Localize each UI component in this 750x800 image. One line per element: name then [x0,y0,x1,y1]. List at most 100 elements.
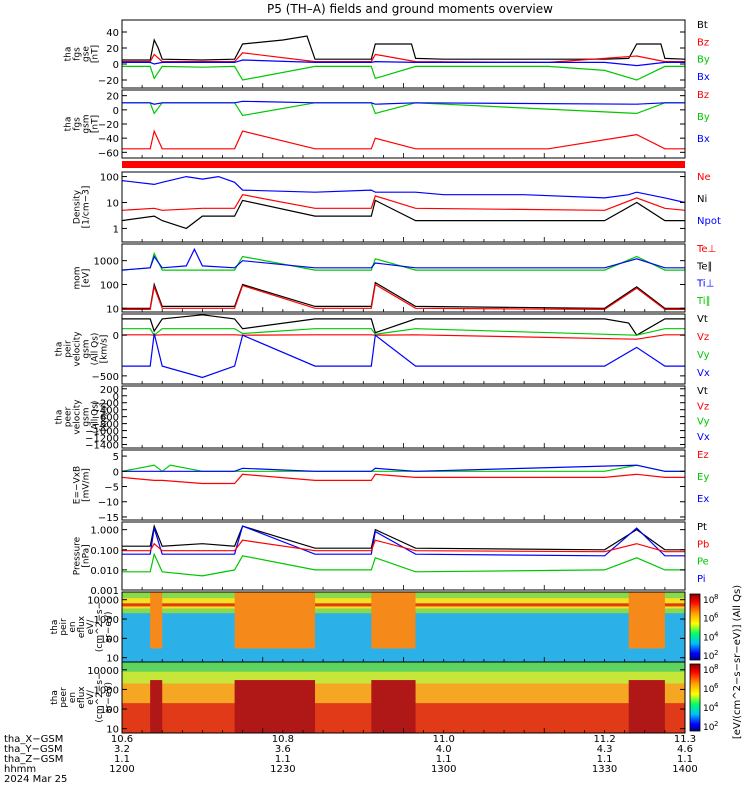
y-axis-label-line: fgs [73,47,83,61]
ion-flux-event-2 [371,592,416,649]
y-tick-label: 100 [100,634,119,645]
legend-Ti⊥: Ti⊥ [696,279,714,290]
x-tick-label: 11.0 [433,734,455,745]
y-tick-label: −400 [92,406,119,417]
colorbar-tick-exponent: 8 [714,663,718,671]
y-axis-label-line: [km/s] [100,403,110,432]
y-tick-label: −1400 [85,441,119,452]
legend-Bz: Bz [697,90,709,101]
y-tick-label: −5 [104,483,119,494]
colorbar-tick-label: 10 [703,633,715,643]
y-axis-label-line: tha [64,117,74,132]
colorbar-tick-label: 10 [703,704,715,714]
y-tick-label: 0 [113,106,119,117]
legend-Vt: Vt [697,386,708,397]
y-tick-label: 1000 [94,685,119,696]
y-axis-label-line: [1/cm−3] [82,186,92,229]
y-axis-label: tha peer velocity gsm (All Qs) [km/s] [55,399,110,435]
legend-Vy: Vy [697,350,710,361]
y-tick-label: 40 [106,28,119,39]
legend-Vx: Vx [697,368,710,379]
y-tick-label: −20 [98,76,119,87]
y-axis-label-line: eV/ [86,619,96,635]
series-By [122,102,685,117]
panel-density: 100 10 1 Density [1/cm−3] Ne Ni Npot [73,171,721,243]
y-tick-label: 0 [113,392,119,403]
y-tick-label: 20 [106,92,119,103]
panel-peir_velocity: 0 −500 tha peir velocity gsm (All Qs) [km/s] Vt V… [55,313,710,385]
colorbar-tick-label: 10 [703,596,715,606]
y-axis-label-line: eflux [77,615,87,638]
colorbar-tick-label: 10 [703,685,715,695]
y-axis-label-line: velocity [73,399,83,435]
y-tick-label: −10 [98,498,119,509]
panel-mom: 1000 100 10 mom [eV] Te⊥ Te∥ Ti⊥ Ti∥ [73,243,716,315]
x-tick-label: 1230 [270,764,295,775]
y-axis-label-line: sr−eV) [104,682,114,713]
y-tick-label: 0.010 [90,566,119,577]
colorbar-tick-label: 10 [703,615,715,625]
colorbar-tick-exponent: 4 [714,630,719,638]
electron-flux-event-3 [628,680,665,733]
y-tick-label: 1000 [94,615,119,626]
x-tick-label: 1.1 [114,754,130,765]
legend-Pi: Pi [697,574,706,585]
series-Bz [122,129,685,150]
y-axis-label-line: [nPa] [82,544,92,567]
y-tick-label: 1000 [94,257,119,268]
x-tick-label: 10.6 [111,734,133,745]
colorbar: 10 810 610 410 210 810 610 410 2 [eV/(cm^2−s−sr−e… [689,585,743,739]
y-axis-label-line: peer [59,687,69,708]
legend-Bx: Bx [697,134,710,145]
x-row-label: 2024 Mar 25 [4,774,67,785]
x-tick-label: 4.3 [597,744,613,755]
y-tick-label: 10 [106,654,119,665]
y-axis-label-line: tha [50,620,60,635]
x-tick-label: 3.6 [275,744,291,755]
y-axis-label-line: tha [50,690,60,705]
y-tick-label: 100 [100,280,119,291]
legend-Ni: Ni [697,194,707,205]
y-axis-label-line: [eV] [82,269,92,288]
y-axis-label-line: [mV/m] [82,468,92,502]
y-tick-label: 0 [113,60,119,71]
legend-Bx: Bx [697,72,710,83]
y-axis-label-line: velocity [73,331,83,367]
x-tick-label: 3.2 [114,744,130,755]
legend-Te∥: Te∥ [696,261,713,272]
x-tick-label: 10.8 [272,734,294,745]
y-tick-label: 0 [113,331,119,342]
colorbar-tick-label: 10 [703,666,715,676]
panel-pressure: 1.000 0.100 0.010 0.001 Pressure [nPa] Pt Pb Pe P… [73,521,709,597]
series-Ez [122,473,685,485]
legend-Pb: Pb [697,539,709,550]
series-Bt [122,35,685,61]
series-Bz [122,52,685,64]
series-Ey [122,464,685,473]
y-axis-label-line: Density [73,189,83,224]
series-lines [122,464,685,485]
colorbar-scale [689,593,701,661]
series-Pe [122,552,685,577]
series-lines [122,35,685,81]
legend-Npot: Npot [697,216,721,227]
x-row-label: tha_Y−GSM [4,744,63,755]
colorbar-tick-exponent: 6 [714,682,719,690]
y-axis-label-line: eV/ [86,689,96,705]
legend-Ey: Ey [697,472,709,483]
series-By [122,65,685,81]
series-Te⊥ [122,283,685,311]
y-tick-label: −800 [92,420,119,431]
x-tick-label: 11.2 [593,734,615,745]
series-Npot [122,175,685,204]
legend-Ez: Ez [697,450,709,461]
y-tick-label: 1.000 [90,526,119,537]
y-tick-label: 100 [100,173,119,184]
y-tick-label: 0.100 [90,546,119,557]
x-tick-label: 1400 [672,764,697,775]
y-axis-label-line: peer [64,406,74,427]
y-tick-label: −60 [98,148,119,159]
y-axis-label-line: (cm^2−s− [95,602,105,652]
